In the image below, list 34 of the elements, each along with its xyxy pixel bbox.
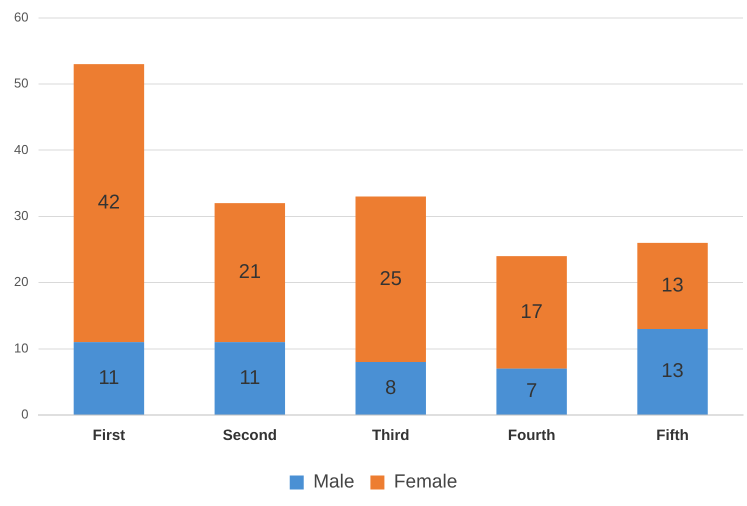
y-tick-label: 10 xyxy=(14,340,28,356)
bar xyxy=(74,342,144,414)
x-tick-label: First xyxy=(92,427,126,444)
bar xyxy=(356,196,426,362)
data-label: 17 xyxy=(520,300,543,323)
y-tick-label: 20 xyxy=(14,274,28,290)
y-tick-label: 60 xyxy=(14,9,28,24)
bar xyxy=(356,362,426,414)
data-label: 13 xyxy=(661,274,684,296)
bar xyxy=(214,203,286,342)
data-label: 21 xyxy=(238,261,261,284)
legend-label: Female xyxy=(394,472,458,493)
data-label: 8 xyxy=(385,376,396,399)
data-label: 11 xyxy=(98,366,120,389)
y-tick-label: 50 xyxy=(14,76,28,91)
data-label: 25 xyxy=(380,268,402,290)
bar xyxy=(637,328,708,414)
legend-label: Male xyxy=(313,472,354,493)
bar xyxy=(496,256,567,369)
x-tick-label: Fourth xyxy=(508,427,556,444)
bar xyxy=(74,64,144,342)
y-tick-label: 0 xyxy=(21,406,28,422)
y-tick-label: 30 xyxy=(14,208,28,223)
data-label: 42 xyxy=(98,192,120,214)
data-label: 7 xyxy=(526,380,538,402)
x-tick-label: Second xyxy=(222,427,277,444)
x-tick-label: Third xyxy=(372,427,410,444)
x-tick-label: Fifth xyxy=(656,427,689,444)
bar xyxy=(637,242,708,329)
y-tick-label: 40 xyxy=(14,142,28,157)
data-label: 13 xyxy=(661,360,684,382)
bar xyxy=(214,342,286,414)
data-label: 11 xyxy=(239,366,260,389)
bar xyxy=(496,368,567,414)
